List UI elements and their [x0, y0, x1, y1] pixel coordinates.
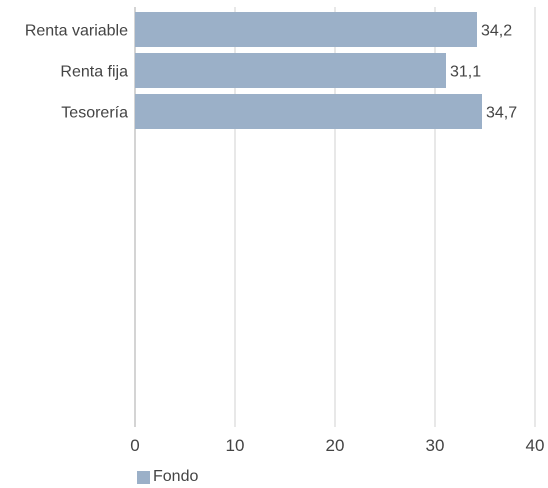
category-label: Renta fija — [60, 64, 128, 81]
value-labels: 34,2 31,1 34,7 — [450, 23, 517, 122]
x-tick-labels: 0 10 20 30 40 — [130, 436, 544, 455]
x-tick-label: 10 — [226, 436, 245, 455]
category-labels: Renta variable Renta fija Tesorería — [25, 23, 128, 122]
x-tick-label: 20 — [326, 436, 345, 455]
legend: Fondo — [137, 468, 198, 486]
category-label: Renta variable — [25, 23, 128, 40]
value-label: 34,7 — [486, 105, 517, 122]
x-tick-label: 0 — [130, 436, 139, 455]
x-tick-label: 30 — [426, 436, 445, 455]
bar — [135, 12, 477, 47]
legend-swatch — [137, 470, 150, 484]
value-label: 31,1 — [450, 64, 481, 81]
x-tick-label: 40 — [526, 436, 545, 455]
value-label: 34,2 — [481, 23, 512, 40]
bar — [135, 53, 446, 88]
category-label: Tesorería — [61, 105, 128, 122]
bar — [135, 94, 482, 129]
legend-label: Fondo — [153, 468, 199, 485]
bars — [135, 12, 482, 129]
